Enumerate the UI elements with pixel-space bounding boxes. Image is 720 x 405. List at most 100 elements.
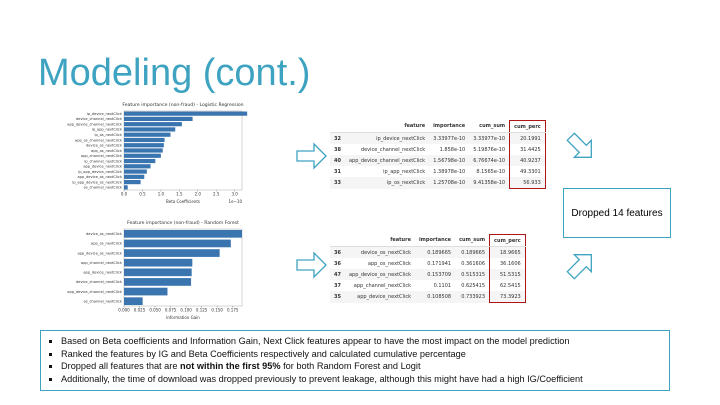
bar xyxy=(124,127,176,132)
bar xyxy=(124,137,165,143)
table-cell: 0.625415 xyxy=(461,282,486,289)
table-cell: 36.1606 xyxy=(489,258,526,269)
x-tick-label: 3.0 xyxy=(231,192,238,197)
bar xyxy=(124,258,193,267)
table-cell: 6.76674e-10 xyxy=(469,155,510,166)
bar xyxy=(124,143,164,148)
x-tick-label: 0.075 xyxy=(165,308,177,313)
header-cell: feature xyxy=(344,120,430,133)
table-cell: 1.25708e-10 xyxy=(429,177,470,189)
table-row: 40 app_device_channel_nextClick 1.56798e-1… xyxy=(330,155,546,166)
table-cell: 0.361606 xyxy=(461,260,486,267)
y-tick-label: app_os_nextClick xyxy=(91,242,123,246)
header-cell: feature xyxy=(344,234,415,247)
bar xyxy=(124,132,171,137)
table-cell: 1.858e-10 xyxy=(439,146,466,153)
table-row: 35 app_device_nextClick 0.108508 0.733923 73… xyxy=(330,291,526,303)
bar xyxy=(124,297,143,306)
table-cell: ip_device_nextClick xyxy=(344,132,430,144)
table-cell: 0.1101 xyxy=(433,282,452,289)
y-tick-label: app_device_nextClick xyxy=(83,165,123,169)
bullet-text: not within the first 95% xyxy=(180,361,281,371)
table-cell: 18.9665 xyxy=(489,246,526,258)
bullet-text: Additionally, the time of download was d… xyxy=(61,373,583,384)
x-tick-label: 1.5 xyxy=(176,192,183,197)
y-tick-label: app_device_channel_nextClick xyxy=(67,290,123,294)
table-cell: 62.5415 xyxy=(489,280,526,291)
x-tick-label: 2.0 xyxy=(195,192,202,197)
y-tick-label: app_device_nextClick xyxy=(83,271,123,275)
slide-title: Modeling (cont.) xyxy=(38,52,311,94)
callout-box: Dropped 14 features xyxy=(563,188,671,238)
axis-offset-label: 1e−10 xyxy=(229,199,243,204)
bar xyxy=(124,174,145,179)
table-cell: 33 xyxy=(330,177,345,189)
x-tick-label: 1.0 xyxy=(158,192,165,197)
arrow xyxy=(566,132,592,158)
y-tick-label: device_channel_nextClick xyxy=(76,117,123,121)
bar xyxy=(124,116,193,122)
arrow xyxy=(296,251,327,279)
x-tick-label: 0.025 xyxy=(134,308,146,313)
table-cell: 9.41358e-10 xyxy=(469,177,510,189)
y-tick-label: device_channel_nextClick xyxy=(76,280,123,284)
table-cell: 47 xyxy=(330,269,345,280)
table-cell: 0.189665 xyxy=(414,246,456,258)
table-cell: 31.4425 xyxy=(509,144,546,155)
table-cell: app_device_channel_nextClick xyxy=(344,155,430,166)
bullet-item: Ranked the features by IG and Beta Coeff… xyxy=(61,348,663,361)
y-tick-label: app_os_nextClick xyxy=(91,149,123,153)
x-tick-label: 0.0 xyxy=(121,192,128,197)
bar xyxy=(124,287,168,296)
x-tick-label: 0.050 xyxy=(149,308,161,313)
bullet-item: Dropped all features that are not within… xyxy=(61,360,663,373)
bullet-text: Based on Beta coefficients and Informati… xyxy=(61,336,570,346)
table-row: 32 ip_device_nextClick 3.33977e-10 3.33977e… xyxy=(330,132,546,144)
arrow-group xyxy=(296,132,592,280)
table-cell: 38 xyxy=(334,146,341,153)
table-cell: ip_os_nextClick xyxy=(344,177,430,189)
y-tick-label: os_channel_nextClick xyxy=(84,299,123,303)
header-cell xyxy=(330,234,345,247)
table-cell: 31 xyxy=(334,168,341,175)
y-tick-label: ip_channel_nextClick xyxy=(84,159,123,163)
table-cell: 37 xyxy=(334,282,341,289)
table-row: 31 ip_app_nextClick 1.38978e-10 8.1565e-10 4… xyxy=(330,166,546,177)
bullet-list: Based on Beta coefficients and Informati… xyxy=(47,335,663,385)
chart-title: Feature importance (non-fraud) - Random … xyxy=(127,220,239,226)
bullet-text: for both Random Forest and Logit xyxy=(280,361,421,371)
bullet-text: Ranked the features by IG and Beta Coeff… xyxy=(61,348,466,359)
table-cell: app_device_nextClick xyxy=(344,291,415,303)
bar xyxy=(124,249,220,257)
table-cell: app_os_nextClick xyxy=(367,260,411,267)
table-row: 47 app_device_os_nextClick 0.153709 0.51531… xyxy=(330,269,526,280)
arrows xyxy=(296,132,592,280)
table-cell: 0.171941 xyxy=(427,260,452,267)
y-tick-label: app_channel_nextClick xyxy=(81,261,123,265)
header-cell: cum_perc xyxy=(509,120,546,133)
x-tick-label: 0.175 xyxy=(227,308,239,313)
table-cell: device_os_nextClick xyxy=(344,246,415,258)
x-tick-label: 0.5 xyxy=(139,192,146,197)
table-cell: 51.5315 xyxy=(489,269,526,280)
header-cell: importance xyxy=(414,234,456,247)
y-tick-label: ip_device_nextClick xyxy=(87,112,123,116)
header-cell: importance xyxy=(429,120,470,133)
table-cell: 36 xyxy=(334,260,341,267)
header-row: feature importance cum_sum cum_perc xyxy=(330,120,546,133)
table-row: 36 app_os_nextClick 0.171941 0.361606 36.160… xyxy=(330,258,526,269)
bar xyxy=(124,239,231,248)
y-tick-label: app_device_channel_nextClick xyxy=(67,122,123,126)
y-tick-label: ip_app_nextClick xyxy=(92,128,123,132)
x-tick-label: 0.000 xyxy=(118,308,130,313)
arrow xyxy=(566,254,592,280)
bar xyxy=(124,278,192,286)
table-cell: 36 xyxy=(330,246,345,258)
table-cell: 0.108508 xyxy=(414,291,456,303)
table-cell: 3.33977e-10 xyxy=(469,132,510,144)
bullet-box: Based on Beta coefficients and Informati… xyxy=(40,330,670,391)
table-cell: 40.9237 xyxy=(509,155,546,166)
table-cell: app_device_os_nextClick xyxy=(344,269,415,280)
bar xyxy=(124,268,192,277)
callout-text: Dropped 14 features xyxy=(571,207,663,219)
